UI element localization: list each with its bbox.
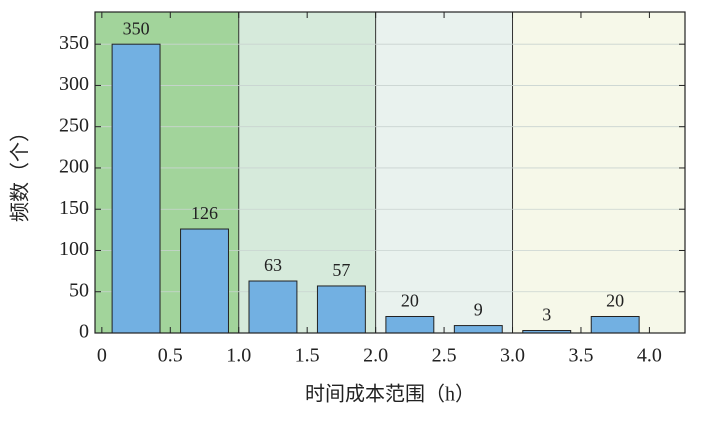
bar xyxy=(248,280,298,334)
x-tick-label: 1.5 xyxy=(295,345,320,367)
value-label: 57 xyxy=(332,260,350,280)
bar xyxy=(385,315,435,334)
bar xyxy=(590,315,640,334)
value-label: 126 xyxy=(191,203,218,223)
value-label: 20 xyxy=(401,291,419,311)
x-tick-label: 2.5 xyxy=(432,345,457,367)
y-tick-label: 200 xyxy=(59,156,89,178)
bar xyxy=(111,43,161,334)
value-label: 3 xyxy=(542,305,551,325)
y-tick-label: 100 xyxy=(59,238,89,260)
y-axis-label: 频数（个） xyxy=(9,122,32,222)
y-tick-label: 350 xyxy=(59,32,89,54)
x-tick-label: 1.0 xyxy=(226,345,251,367)
y-tick-label: 250 xyxy=(59,114,89,136)
x-tick-label: 2.0 xyxy=(363,345,388,367)
region xyxy=(375,12,513,333)
value-label: 20 xyxy=(606,291,624,311)
value-label: 9 xyxy=(474,300,483,320)
x-tick-label: 3.0 xyxy=(500,345,525,367)
bar xyxy=(180,228,229,334)
y-tick-label: 150 xyxy=(59,197,89,219)
y-tick-label: 50 xyxy=(69,279,89,301)
y-tick-label: 0 xyxy=(79,321,89,343)
region xyxy=(238,12,376,333)
x-tick-label: 4.0 xyxy=(637,345,662,367)
value-label: 63 xyxy=(264,255,282,275)
x-tick-label: 0 xyxy=(97,345,107,367)
plot-frame xyxy=(94,11,686,334)
region xyxy=(512,12,685,333)
bar xyxy=(453,325,503,334)
value-label: 350 xyxy=(123,18,150,38)
y-tick-label: 300 xyxy=(59,73,89,95)
x-tick-label: 3.5 xyxy=(568,345,593,367)
bar xyxy=(316,285,366,334)
x-axis-label: 时间成本范围（h） xyxy=(305,383,475,406)
x-tick-label: 0.5 xyxy=(158,345,183,367)
